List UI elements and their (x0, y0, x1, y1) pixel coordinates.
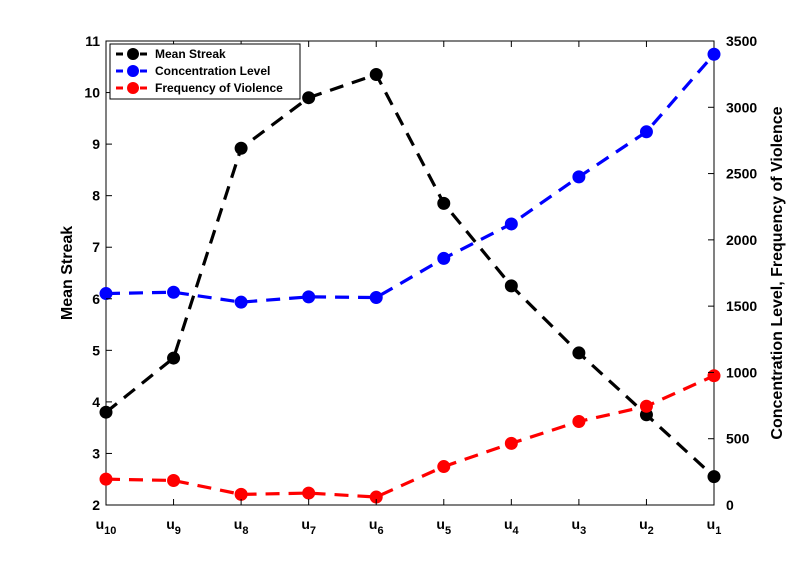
y-right-tick-label: 1000 (726, 364, 757, 380)
data-point-2 (302, 486, 316, 500)
data-point-0 (167, 351, 181, 365)
x-tick-label: u2 (639, 516, 654, 537)
y-left-tick-label: 4 (92, 394, 100, 410)
y-left-tick-label: 9 (92, 136, 100, 152)
data-point-2 (504, 436, 518, 450)
legend-marker-2 (127, 82, 139, 94)
legend-marker-1 (127, 65, 139, 77)
legend-marker-0 (127, 48, 139, 60)
data-point-0 (504, 279, 518, 293)
data-point-0 (437, 196, 451, 210)
axes-frame (105, 40, 715, 506)
data-point-1 (99, 287, 113, 301)
data-point-2 (99, 472, 113, 486)
plot-area (105, 40, 715, 506)
x-tick-label: u6 (369, 516, 384, 537)
data-point-1 (437, 251, 451, 265)
y-axis-left-title: Mean Streak (59, 226, 76, 320)
y-left-tick-label: 3 (92, 445, 100, 461)
data-point-1 (369, 291, 383, 305)
x-tick-label: u5 (436, 516, 451, 537)
y-left-tick-label: 7 (92, 239, 100, 255)
y-right-tick-label: 1500 (726, 298, 757, 314)
y-left-tick-label: 8 (92, 188, 100, 204)
data-point-0 (572, 346, 586, 360)
series-line-0 (104, 72, 716, 478)
legend-label-0: Mean Streak (155, 47, 226, 61)
y-left-tick-label: 10 (84, 85, 100, 101)
y-right-tick-label: 3500 (726, 33, 757, 49)
data-point-1 (707, 47, 721, 61)
y-left-tick-label: 11 (85, 33, 100, 49)
y-right-tick-label: 2500 (726, 166, 757, 182)
x-tick-label: u8 (234, 516, 249, 537)
x-tick-label: u7 (301, 516, 316, 537)
data-point-1 (504, 217, 518, 231)
legend-label-1: Concentration Level (155, 64, 270, 78)
data-point-0 (707, 470, 721, 484)
data-point-1 (639, 125, 653, 139)
x-tick-label: u1 (707, 516, 722, 537)
data-point-1 (572, 170, 586, 184)
x-tick-label: u3 (572, 516, 587, 537)
series-layer (99, 47, 721, 504)
y-left-tick-label: 6 (92, 291, 100, 307)
data-point-0 (369, 68, 383, 82)
data-point-2 (639, 399, 653, 413)
x-tick-label: u10 (96, 516, 117, 537)
data-point-1 (234, 295, 248, 309)
data-point-0 (99, 405, 113, 419)
y-right-tick-label: 3000 (726, 99, 757, 115)
y-left-tick-label: 5 (92, 342, 100, 358)
y-right-tick-label: 0 (726, 497, 734, 513)
x-tick-label: u9 (166, 516, 181, 537)
x-tick-label: u4 (504, 516, 520, 537)
series-line-2 (105, 374, 715, 499)
legend-label-2: Frequency of Violence (155, 81, 283, 95)
data-point-1 (302, 290, 316, 304)
data-point-0 (302, 91, 316, 105)
legend: Mean Streak Concentration Level Frequency … (109, 43, 301, 100)
data-point-2 (572, 414, 586, 428)
data-point-1 (167, 285, 181, 299)
y-axis-right-title: Concentration Level, Frequency of Violen… (769, 106, 786, 439)
data-point-2 (437, 460, 451, 474)
data-point-2 (167, 473, 181, 487)
data-point-2 (707, 369, 721, 383)
y-right-tick-label: 2000 (726, 232, 757, 248)
tick-layer: 2 3 4 5 6 7 8 9 10 11 0 500 1000 1500 2000 2500 3000 3500… (84, 33, 757, 537)
series-line-1 (105, 53, 716, 304)
y-left-tick-label: 2 (92, 497, 100, 513)
y-right-tick-label: 500 (726, 431, 750, 447)
data-point-0 (234, 141, 248, 155)
data-point-2 (234, 487, 248, 501)
